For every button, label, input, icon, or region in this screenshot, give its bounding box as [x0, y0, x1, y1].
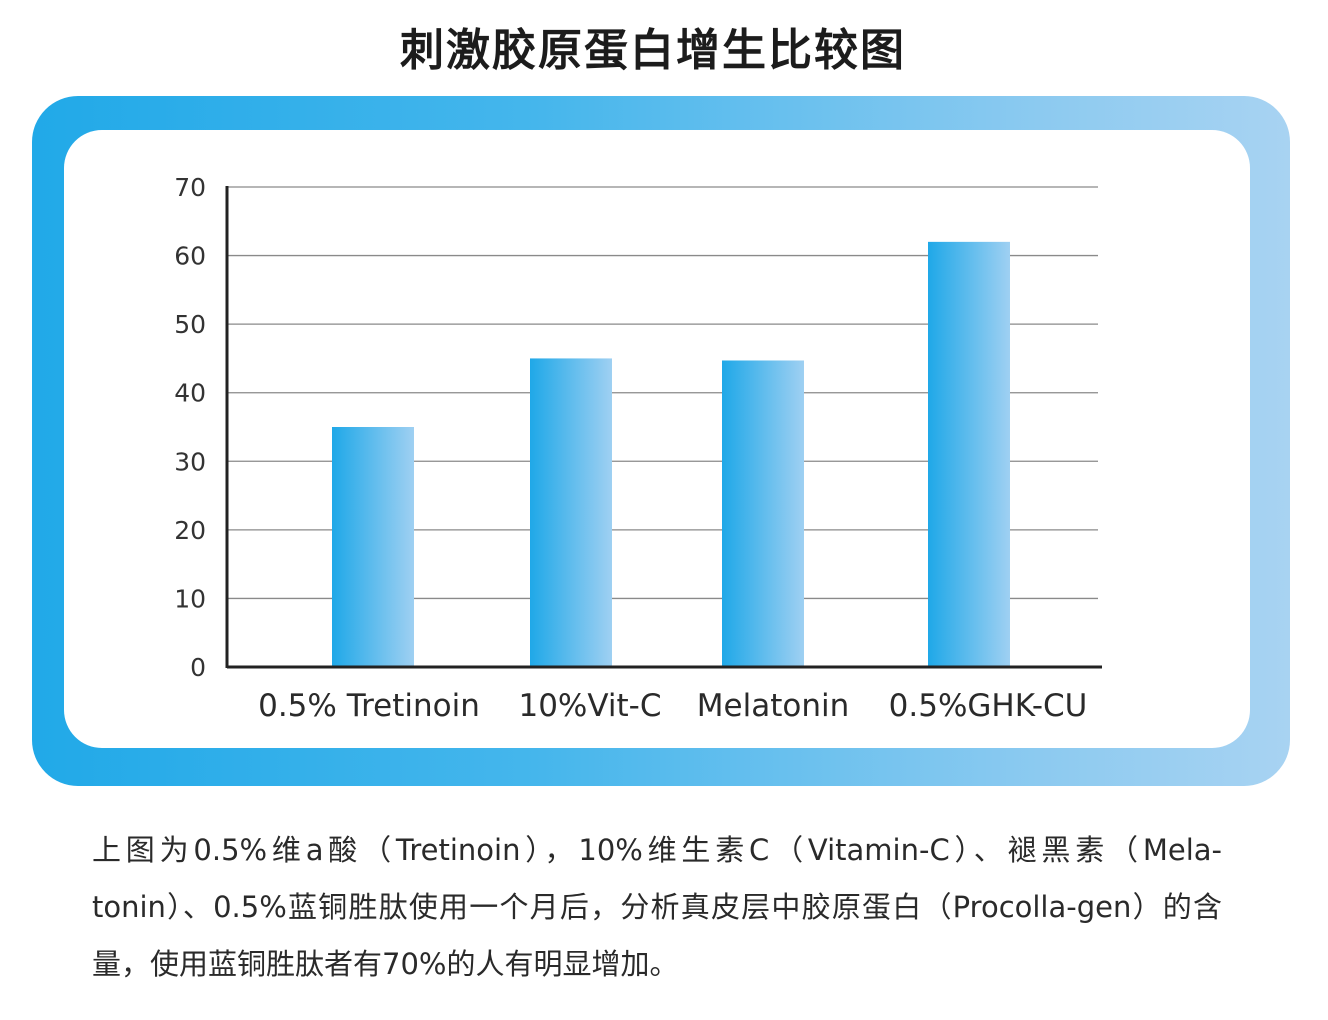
y-tick-label: 50 [174, 310, 206, 339]
y-tick-labels: 0 10 20 30 40 50 60 70 [174, 173, 206, 682]
bar [928, 241, 1010, 667]
y-tick-label: 70 [174, 173, 206, 202]
y-tick-label: 10 [174, 584, 206, 613]
x-tick-label: Melatonin [697, 688, 849, 724]
y-tick-label: 30 [174, 447, 206, 476]
y-tick-label: 40 [174, 379, 206, 408]
bars [332, 241, 1010, 667]
caption-text: 上图为0.5%维a酸（Tretinoin），10%维生素C（Vitamin-C）… [92, 833, 1222, 981]
x-tick-labels: 0.5% Tretinoin 10%Vit-C Melatonin 0.5%GHK-C… [258, 688, 1087, 724]
y-tick-label: 60 [174, 242, 206, 271]
chart-title: 刺激胶原蛋白增生比较图 [400, 25, 906, 76]
x-tick-label: 0.5%GHK-CU [889, 688, 1088, 724]
bar [332, 427, 414, 667]
bar [530, 358, 612, 667]
chart-frame [32, 96, 1290, 786]
chart-panel [64, 130, 1250, 748]
axes [225, 186, 1102, 669]
bar [722, 360, 804, 667]
y-tick-label: 20 [174, 516, 206, 545]
x-tick-label: 0.5% Tretinoin [258, 688, 480, 724]
x-tick-label: 10%Vit-C [518, 688, 661, 724]
y-tick-label: 0 [190, 653, 206, 682]
